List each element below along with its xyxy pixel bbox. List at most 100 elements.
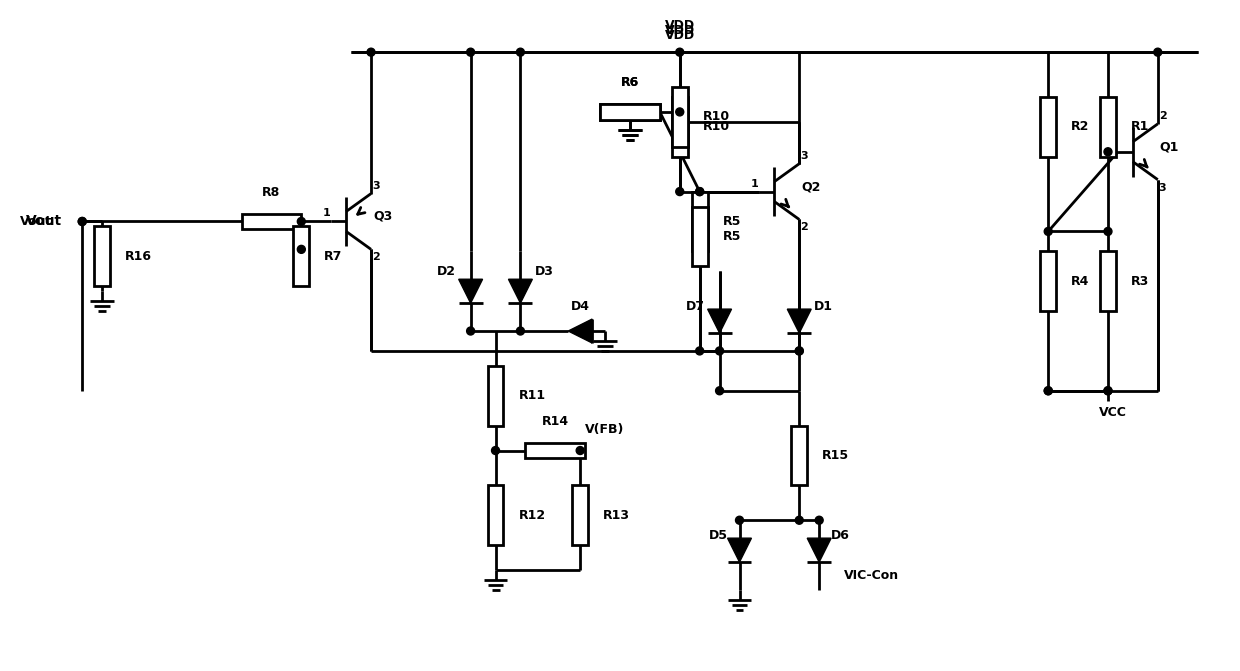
Circle shape <box>577 446 584 454</box>
Text: R5: R5 <box>723 215 742 228</box>
Circle shape <box>1044 386 1053 395</box>
Text: 2: 2 <box>372 252 379 262</box>
Circle shape <box>78 217 87 225</box>
Bar <box>94 226 110 287</box>
Circle shape <box>1104 386 1112 395</box>
Text: D2: D2 <box>436 265 455 278</box>
Text: VDD: VDD <box>665 24 694 37</box>
Polygon shape <box>508 279 532 303</box>
Text: Q3: Q3 <box>373 210 392 223</box>
Text: 3: 3 <box>1158 183 1167 193</box>
Bar <box>487 366 503 425</box>
Text: R10: R10 <box>703 120 730 134</box>
Polygon shape <box>568 319 593 343</box>
Bar <box>526 443 585 458</box>
Text: VDD: VDD <box>665 30 694 42</box>
Text: R3: R3 <box>1131 274 1149 288</box>
Text: R15: R15 <box>822 449 849 462</box>
Circle shape <box>1104 386 1112 395</box>
Text: R5: R5 <box>723 230 742 243</box>
Circle shape <box>516 327 525 335</box>
Polygon shape <box>708 309 732 333</box>
Text: R7: R7 <box>324 250 342 263</box>
Bar <box>692 192 708 252</box>
Bar <box>294 226 309 287</box>
Circle shape <box>676 48 683 56</box>
Circle shape <box>715 386 724 395</box>
Text: D7: D7 <box>686 300 704 313</box>
Text: R12: R12 <box>518 509 546 522</box>
Text: D6: D6 <box>831 529 849 541</box>
Circle shape <box>735 516 744 524</box>
Text: 3: 3 <box>372 180 379 191</box>
Text: R11: R11 <box>518 389 546 402</box>
Circle shape <box>715 347 724 355</box>
Circle shape <box>466 327 475 335</box>
Text: 1: 1 <box>750 178 759 189</box>
Circle shape <box>696 188 703 195</box>
Circle shape <box>1044 386 1053 395</box>
Text: R8: R8 <box>263 186 280 199</box>
Circle shape <box>795 347 804 355</box>
Text: R10: R10 <box>703 111 730 123</box>
Bar <box>791 425 807 485</box>
Text: V(FB): V(FB) <box>585 423 625 435</box>
Bar <box>1040 97 1056 157</box>
Text: 2: 2 <box>800 223 808 232</box>
Text: VDD: VDD <box>665 19 694 32</box>
Text: R4: R4 <box>1071 274 1090 288</box>
Circle shape <box>676 108 683 116</box>
Bar <box>600 104 660 120</box>
Text: R6: R6 <box>621 76 639 89</box>
Circle shape <box>795 347 804 355</box>
Text: D4: D4 <box>570 300 590 313</box>
Circle shape <box>696 347 703 355</box>
Bar <box>672 97 688 157</box>
Circle shape <box>795 516 804 524</box>
Circle shape <box>298 217 305 225</box>
Text: D3: D3 <box>536 265 554 278</box>
Bar <box>1100 252 1116 311</box>
Text: 3: 3 <box>800 151 808 161</box>
Text: Vout: Vout <box>26 215 62 228</box>
Circle shape <box>367 48 374 56</box>
Text: 1: 1 <box>1110 139 1117 149</box>
Bar <box>672 87 688 147</box>
Text: R1: R1 <box>1131 120 1149 134</box>
Circle shape <box>1044 227 1053 236</box>
Circle shape <box>1153 48 1162 56</box>
Circle shape <box>298 246 305 254</box>
Circle shape <box>1104 148 1112 156</box>
Circle shape <box>466 48 475 56</box>
Bar <box>242 213 301 229</box>
Text: Q1: Q1 <box>1159 140 1179 153</box>
Text: VIC-Con: VIC-Con <box>844 568 899 582</box>
Text: 2: 2 <box>1158 111 1167 121</box>
Text: D1: D1 <box>815 300 833 313</box>
Circle shape <box>1104 227 1112 236</box>
Circle shape <box>516 48 525 56</box>
Bar <box>692 207 708 266</box>
Text: R16: R16 <box>125 250 153 263</box>
Bar <box>1100 97 1116 157</box>
Bar <box>487 485 503 545</box>
Bar <box>572 485 588 545</box>
Polygon shape <box>807 538 831 562</box>
Text: R2: R2 <box>1071 120 1090 134</box>
Polygon shape <box>728 538 751 562</box>
Polygon shape <box>459 279 482 303</box>
Text: R6: R6 <box>621 76 639 89</box>
Text: R13: R13 <box>603 509 630 522</box>
Bar <box>600 104 660 120</box>
Text: 1: 1 <box>322 209 330 219</box>
Bar <box>1040 252 1056 311</box>
Text: Q2: Q2 <box>801 180 821 193</box>
Circle shape <box>696 188 703 195</box>
Text: VCC: VCC <box>1099 406 1127 419</box>
Text: Vout: Vout <box>20 215 52 228</box>
Text: D5: D5 <box>708 529 728 541</box>
Circle shape <box>676 188 683 195</box>
Circle shape <box>815 516 823 524</box>
Polygon shape <box>787 309 811 333</box>
Circle shape <box>78 217 87 225</box>
